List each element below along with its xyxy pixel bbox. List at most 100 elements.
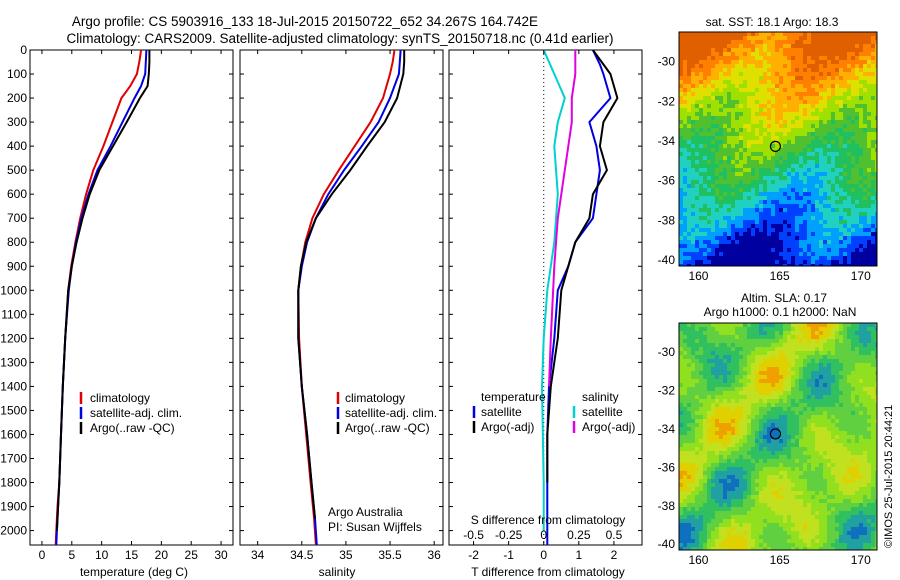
map-cell — [719, 335, 723, 339]
map-cell — [691, 371, 695, 375]
map-cell — [815, 200, 819, 204]
map-cell — [719, 128, 723, 132]
map-cell — [871, 228, 875, 232]
map-cell — [807, 343, 811, 347]
map-cell — [819, 116, 823, 120]
map-cell — [783, 383, 787, 387]
map-cell — [847, 411, 851, 415]
map-cell — [859, 212, 863, 216]
map-cell — [811, 256, 815, 260]
map-cell — [755, 56, 759, 60]
map-cell — [763, 339, 767, 343]
map-cell — [791, 415, 795, 419]
map-cell — [687, 84, 691, 88]
map-cell — [743, 355, 747, 359]
map-cell — [815, 411, 819, 415]
map-cell — [787, 156, 791, 160]
map-cell — [767, 120, 771, 124]
map-cell — [839, 128, 843, 132]
map-cell — [819, 399, 823, 403]
map-cell — [831, 383, 835, 387]
map-cell — [831, 339, 835, 343]
map-cell — [779, 88, 783, 92]
map-cell — [707, 80, 711, 84]
map-cell — [775, 323, 779, 327]
map-cell — [779, 188, 783, 192]
map-cell — [771, 160, 775, 164]
map-cell — [747, 140, 751, 144]
map-cell — [839, 164, 843, 168]
map-cell — [683, 160, 687, 164]
map-cell — [695, 36, 699, 40]
map-cell — [719, 52, 723, 56]
map-cell — [763, 383, 767, 387]
map-cell — [859, 220, 863, 224]
map-cell — [779, 164, 783, 168]
map-cell — [787, 116, 791, 120]
y-tick-label: 1700 — [0, 451, 27, 465]
map-cell — [835, 32, 839, 36]
map-cell — [819, 447, 823, 451]
map-cell — [755, 419, 759, 423]
map-cell — [703, 383, 707, 387]
map-cell — [791, 104, 795, 108]
map-cell — [739, 252, 743, 256]
map-cell — [763, 363, 767, 367]
map-cell — [711, 371, 715, 375]
map-cell — [839, 144, 843, 148]
map-cell — [779, 419, 783, 423]
map-cell — [867, 371, 871, 375]
map-cell — [759, 80, 763, 84]
map-cell — [791, 48, 795, 52]
map-cell — [691, 403, 695, 407]
map-cell — [851, 172, 855, 176]
map-cell — [719, 136, 723, 140]
map-cell — [779, 192, 783, 196]
map-cell — [679, 192, 683, 196]
map-cell — [819, 228, 823, 232]
map-cell — [819, 188, 823, 192]
map-cell — [699, 403, 703, 407]
map-cell — [871, 196, 875, 200]
map-cell — [807, 152, 811, 156]
map-cell — [691, 228, 695, 232]
y-tick-label: 1800 — [0, 476, 27, 490]
map-cell — [767, 451, 771, 455]
map-cell — [843, 427, 847, 431]
map-cell — [699, 204, 703, 208]
map-cell — [739, 359, 743, 363]
map-cell — [739, 200, 743, 204]
map-cell — [731, 140, 735, 144]
map-cell — [735, 60, 739, 64]
map-cell — [703, 32, 707, 36]
map-cell — [775, 32, 779, 36]
map-cell — [699, 200, 703, 204]
map-cell — [843, 260, 847, 264]
map-cell — [795, 347, 799, 351]
map-cell — [875, 176, 877, 180]
map-cell — [787, 335, 791, 339]
map-cell — [679, 56, 683, 60]
map-cell — [843, 56, 847, 60]
legend-label: climatology — [90, 391, 150, 405]
map-cell — [703, 112, 707, 116]
map-cell — [799, 371, 803, 375]
map-cell — [875, 375, 877, 379]
map-cell — [859, 387, 863, 391]
map-cell — [871, 256, 875, 260]
map-cell — [827, 88, 831, 92]
map-cell — [863, 367, 867, 371]
map-cell — [739, 92, 743, 96]
map-cell — [703, 140, 707, 144]
map-cell — [683, 236, 687, 240]
map-cell — [707, 224, 711, 228]
map-cell — [823, 236, 827, 240]
map-cell — [743, 184, 747, 188]
map-cell — [727, 72, 731, 76]
map-cell — [859, 443, 863, 447]
map-cell — [843, 407, 847, 411]
map-cell — [763, 455, 767, 459]
map-cell — [723, 36, 727, 40]
map-cell — [855, 144, 859, 148]
map-cell — [707, 431, 711, 435]
